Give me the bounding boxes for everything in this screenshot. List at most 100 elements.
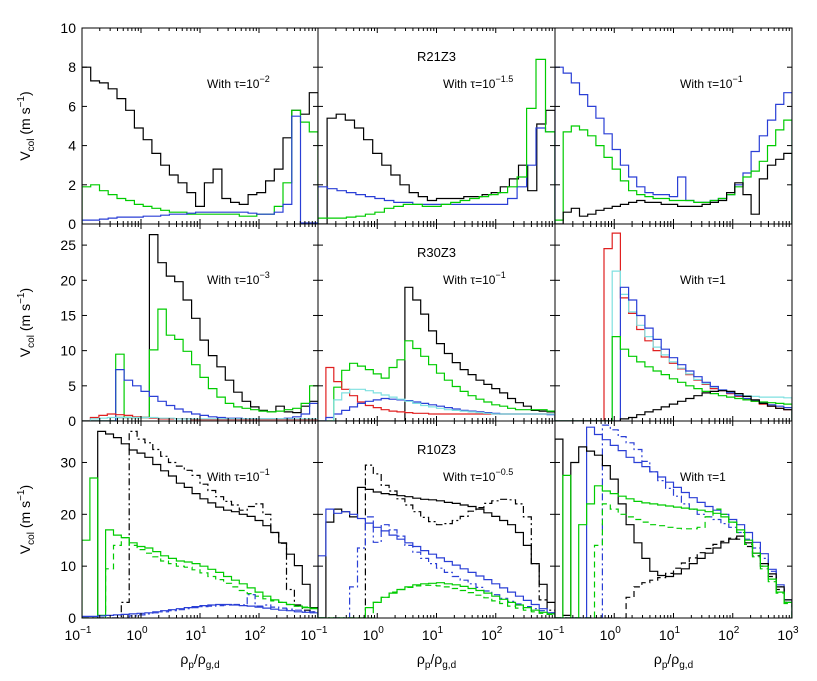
y-ticks bbox=[555, 461, 792, 619]
x-tick-label-base: 10 bbox=[538, 627, 554, 643]
x-tick-label-exp: 1 bbox=[438, 625, 444, 636]
y-axis-label-main: V bbox=[17, 151, 33, 161]
series-group bbox=[318, 286, 555, 421]
x-tick-label: 100 bbox=[600, 625, 622, 643]
series-group bbox=[555, 232, 792, 421]
panel-frame bbox=[554, 27, 793, 225]
y-ticks bbox=[555, 27, 792, 225]
series-line-5 bbox=[82, 416, 318, 421]
y-tick-label: 10 bbox=[60, 20, 76, 36]
x-tick-label-exp: 2 bbox=[734, 625, 740, 636]
y-axis-label-sub: col bbox=[26, 139, 37, 152]
x-tick-label-exp: 2 bbox=[260, 625, 266, 636]
x-axis-label-sub1: p bbox=[662, 660, 668, 671]
series-line-5 bbox=[318, 388, 555, 421]
series-line-3 bbox=[318, 508, 555, 618]
x-axis-label-main: ρ bbox=[654, 651, 662, 667]
y-axis-label-end: ) bbox=[17, 288, 33, 293]
panel-r1-c1: With τ=10−2 bbox=[81, 27, 319, 225]
y-axis-label: Vcol (m s−1) bbox=[16, 91, 37, 160]
x-tick-label-base: 10 bbox=[718, 627, 734, 643]
x-ticks bbox=[554, 28, 790, 224]
panel-frame bbox=[554, 223, 793, 422]
series-line-5 bbox=[555, 474, 792, 618]
tau-annotation: With τ=10−1 bbox=[680, 74, 743, 91]
y-axis-label-end: ) bbox=[17, 91, 33, 96]
x-tick-label-base: 10 bbox=[185, 627, 201, 643]
tau-annotation-exp: −1.5 bbox=[495, 74, 513, 84]
y-tick-label: 0 bbox=[68, 413, 76, 429]
run-label: R30Z3 bbox=[417, 245, 456, 260]
series-line-2 bbox=[318, 127, 555, 224]
y-axis-label-units: (m s bbox=[17, 107, 33, 138]
y-ticks bbox=[82, 461, 318, 619]
series-line-4 bbox=[82, 413, 318, 421]
panel-r3-c1: With τ=10−1 bbox=[81, 420, 319, 619]
tau-annotation: With τ=10−0.5 bbox=[443, 467, 513, 484]
panel-r2-c1: With τ=10−3 bbox=[81, 223, 319, 422]
y-axis-label-sub: col bbox=[26, 532, 37, 545]
series-line-1 bbox=[555, 426, 792, 618]
series-group bbox=[82, 430, 318, 618]
y-tick-label: 6 bbox=[68, 98, 76, 114]
panel-r3-c3: With τ=1 bbox=[554, 420, 793, 619]
tau-annotation-text: With τ=10 bbox=[207, 273, 260, 287]
tau-annotation-text: With τ=1 bbox=[680, 470, 726, 484]
y-tick-label: 0 bbox=[68, 216, 76, 232]
y-tick-label: 20 bbox=[60, 506, 76, 522]
x-tick-label: 102 bbox=[718, 625, 740, 643]
series-group bbox=[318, 58, 555, 224]
x-tick-label: 10−1 bbox=[538, 625, 565, 643]
tau-annotation-exp: −2 bbox=[259, 74, 269, 84]
x-tick-label-base: 10 bbox=[244, 627, 260, 643]
x-tick-label: 10−1 bbox=[65, 625, 92, 643]
tau-annotation: With τ=10−1 bbox=[443, 270, 506, 287]
x-tick-label-exp: 0 bbox=[615, 625, 621, 636]
x-tick-label-base: 10 bbox=[422, 627, 438, 643]
x-tick-label-exp: 1 bbox=[675, 625, 681, 636]
x-tick-label-base: 10 bbox=[126, 627, 142, 643]
x-axis-label-main: ρ bbox=[417, 651, 425, 667]
tau-annotation-text: With τ=10 bbox=[443, 77, 496, 91]
x-tick-label: 10−1 bbox=[301, 625, 328, 643]
series-group bbox=[555, 424, 792, 618]
tau-annotation-text: With τ=10 bbox=[443, 273, 496, 287]
x-axis-label: ρp/ρg,d bbox=[654, 651, 693, 671]
x-tick-label-base: 10 bbox=[481, 627, 497, 643]
y-tick-label: 8 bbox=[68, 59, 76, 75]
series-line-1 bbox=[318, 486, 555, 618]
tau-annotation: With τ=1 bbox=[680, 470, 726, 484]
tau-annotation-exp: −1 bbox=[732, 74, 742, 84]
y-axis-label-units: (m s bbox=[17, 304, 33, 335]
series-line-1 bbox=[318, 109, 555, 224]
run-label: R21Z3 bbox=[417, 49, 456, 64]
series-group bbox=[318, 464, 555, 618]
y-axis-label-main: V bbox=[17, 544, 33, 554]
y-ticks bbox=[555, 244, 792, 422]
series-line-3 bbox=[82, 369, 318, 421]
x-ticks bbox=[317, 421, 553, 618]
tau-annotation: With τ=10−2 bbox=[207, 74, 270, 91]
run-label: R10Z3 bbox=[417, 442, 456, 457]
x-axis-label-mid: /ρ bbox=[667, 651, 679, 667]
y-ticks bbox=[318, 461, 555, 619]
tau-annotation-text: With τ=10 bbox=[207, 470, 260, 484]
x-tick-label-exp: 0 bbox=[378, 625, 384, 636]
series-group bbox=[82, 66, 318, 224]
x-tick-label-exp: −1 bbox=[80, 625, 92, 636]
series-line-5 bbox=[82, 603, 318, 618]
series-line-1 bbox=[82, 234, 318, 421]
x-axis-label-mid: /ρ bbox=[194, 651, 206, 667]
panel-r2-c3: With τ=1 bbox=[554, 223, 793, 422]
x-tick-label-base: 10 bbox=[600, 627, 616, 643]
series-line-3 bbox=[318, 58, 555, 224]
panel-r2-c2: With τ=10−1 bbox=[317, 223, 556, 422]
x-axis-label-sub2: g,d bbox=[442, 660, 456, 671]
y-axis-label-sub: col bbox=[26, 335, 37, 348]
series-group bbox=[82, 234, 318, 421]
x-tick-label-exp: 3 bbox=[793, 625, 799, 636]
series-line-1 bbox=[555, 66, 792, 224]
y-tick-label: 2 bbox=[68, 177, 76, 193]
y-tick-label: 25 bbox=[60, 237, 76, 253]
